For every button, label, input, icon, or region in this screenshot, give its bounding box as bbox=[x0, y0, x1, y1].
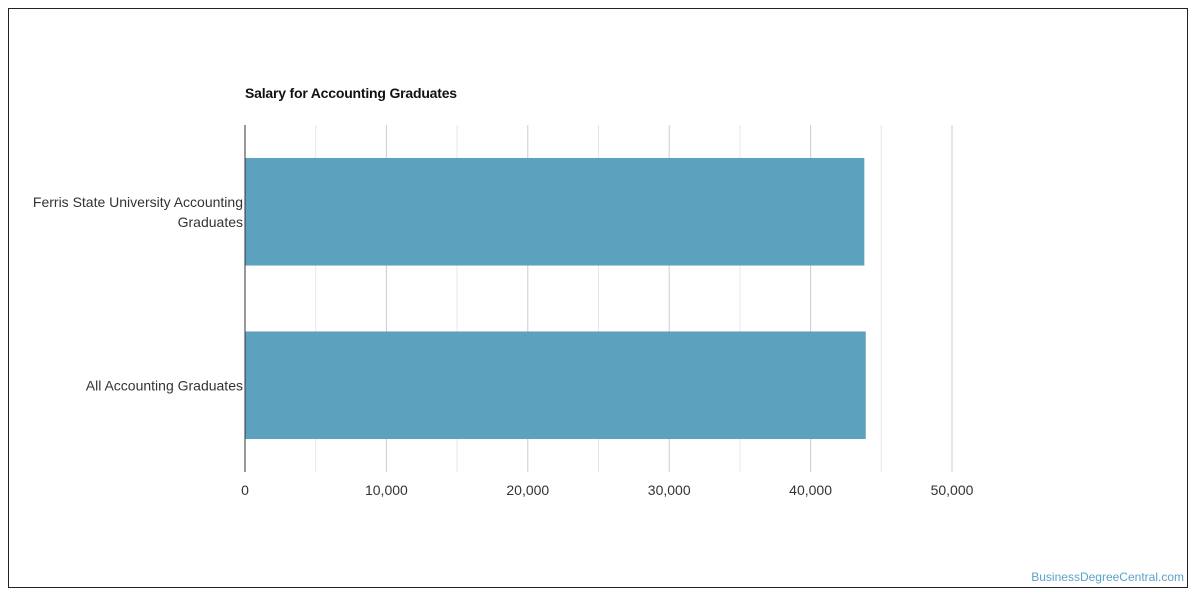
chart-title: Salary for Accounting Graduates bbox=[245, 85, 457, 101]
chart-frame bbox=[8, 8, 1188, 588]
x-tick-label: 50,000 bbox=[931, 482, 974, 498]
bar bbox=[245, 331, 866, 440]
x-tick-label: 20,000 bbox=[506, 482, 549, 498]
category-label: All Accounting Graduates bbox=[86, 377, 243, 393]
category-label: Ferris State University Accounting Gradua… bbox=[33, 194, 243, 230]
x-tick-label: 0 bbox=[241, 482, 249, 498]
x-tick-label: 30,000 bbox=[648, 482, 691, 498]
site-watermark: BusinessDegreeCentral.com bbox=[1031, 570, 1184, 584]
x-tick-label: 40,000 bbox=[789, 482, 832, 498]
bar bbox=[245, 157, 865, 266]
x-tick-label: 10,000 bbox=[365, 482, 408, 498]
